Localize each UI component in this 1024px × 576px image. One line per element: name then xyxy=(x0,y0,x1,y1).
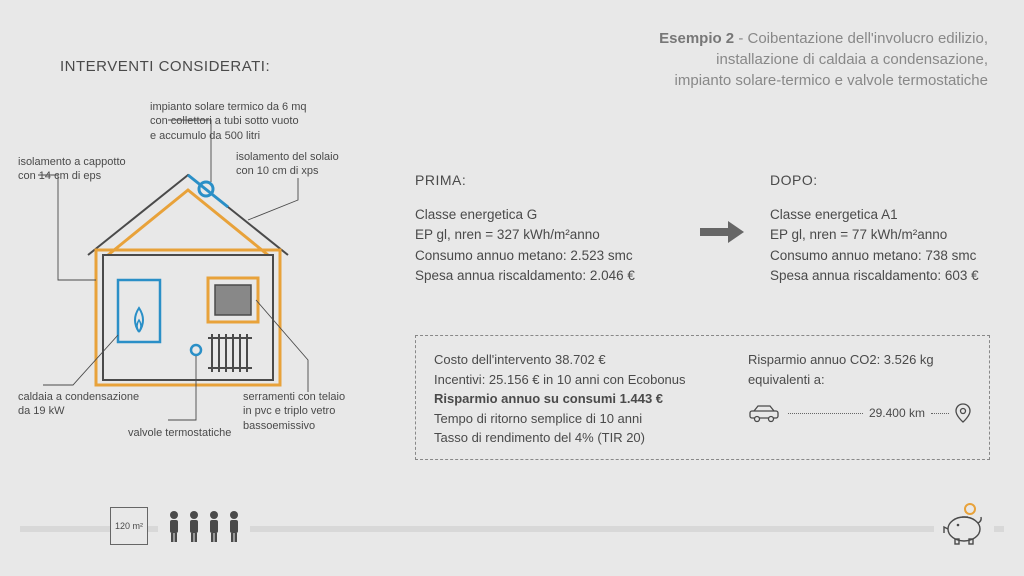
occupants-icons xyxy=(158,509,250,543)
area-badge: 120 m² xyxy=(110,507,148,545)
summary-right: Risparmio annuo CO2: 3.526 kg equivalent… xyxy=(748,350,971,445)
section-title: INTERVENTI CONSIDERATI: xyxy=(60,58,270,75)
callout-solar: impianto solare termico da 6 mq con coll… xyxy=(150,100,340,143)
prima-heading: PRIMA: xyxy=(415,170,675,191)
footer-bar: 120 m² xyxy=(0,506,1024,546)
house-diagram: impianto solare termico da 6 mq con coll… xyxy=(18,100,378,440)
header-subtitle: Esempio 2 - Coibentazione dell'involucro… xyxy=(659,28,988,91)
summary-box: Costo dell'intervento 38.702 € Incentivi… xyxy=(415,335,990,460)
km-value: 29.400 km xyxy=(869,404,925,422)
callout-cappotto: isolamento a cappotto con 14 cm di eps xyxy=(18,155,138,184)
callout-valvole: valvole termostatiche xyxy=(128,426,268,440)
car-km-row: 29.400 km xyxy=(748,403,971,423)
car-icon xyxy=(748,403,782,423)
example-tag: Esempio 2 xyxy=(659,30,734,47)
column-dopo: DOPO: Classe energetica A1 EP gl, nren =… xyxy=(770,170,1024,286)
arrow-icon xyxy=(700,218,744,250)
summary-left: Costo dell'intervento 38.702 € Incentivi… xyxy=(434,350,724,445)
callout-solaio: isolamento del solaio con 10 cm di xps xyxy=(236,150,366,179)
piggy-icon xyxy=(934,503,994,550)
column-prima: PRIMA: Classe energetica G EP gl, nren =… xyxy=(415,170,675,286)
callout-caldaia: caldaia a condensazione da 19 kW xyxy=(18,390,148,419)
pin-icon xyxy=(955,403,971,423)
dopo-heading: DOPO: xyxy=(770,170,1024,191)
